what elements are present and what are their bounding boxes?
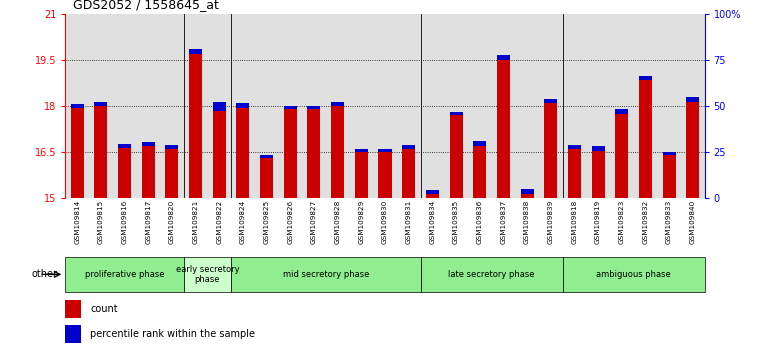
Bar	[521, 189, 534, 194]
Bar	[65, 300, 81, 318]
Bar	[521, 194, 534, 198]
Bar	[355, 152, 368, 198]
Bar	[71, 104, 84, 108]
Bar	[544, 98, 557, 103]
Bar	[563, 257, 705, 292]
Bar	[166, 145, 179, 149]
Bar	[95, 106, 108, 198]
Bar	[118, 148, 131, 198]
Text: proliferative phase: proliferative phase	[85, 270, 164, 279]
Bar	[639, 80, 652, 198]
Text: GDS2052 / 1558645_at: GDS2052 / 1558645_at	[73, 0, 219, 11]
Bar	[189, 50, 203, 54]
Bar	[474, 146, 486, 198]
Bar	[166, 149, 179, 198]
Bar	[142, 142, 155, 146]
Bar	[355, 149, 368, 152]
Bar	[686, 102, 699, 198]
Bar	[236, 108, 249, 198]
Bar	[615, 109, 628, 114]
Bar	[236, 103, 249, 108]
Bar	[260, 158, 273, 198]
Bar	[686, 97, 699, 102]
Bar	[95, 102, 108, 106]
Bar	[307, 109, 320, 198]
Bar	[591, 151, 604, 198]
Bar	[662, 152, 675, 155]
Bar	[544, 103, 557, 198]
Bar	[213, 111, 226, 198]
Bar	[497, 55, 510, 60]
Bar	[591, 146, 604, 151]
Bar	[65, 325, 81, 343]
Bar	[189, 54, 203, 198]
Text: count: count	[90, 304, 118, 314]
Bar	[426, 190, 439, 194]
Text: early secretory
phase: early secretory phase	[176, 265, 239, 284]
Bar	[402, 149, 415, 198]
Bar	[474, 142, 486, 146]
Bar	[71, 108, 84, 198]
Text: percentile rank within the sample: percentile rank within the sample	[90, 329, 256, 339]
Bar	[118, 144, 131, 148]
Bar	[284, 109, 296, 198]
Bar	[450, 115, 463, 198]
Text: mid secretory phase: mid secretory phase	[283, 270, 369, 279]
Bar	[450, 112, 463, 115]
Bar	[65, 257, 184, 292]
Text: ambiguous phase: ambiguous phase	[596, 270, 671, 279]
Bar	[567, 149, 581, 198]
Bar	[260, 155, 273, 158]
Bar	[379, 149, 391, 152]
Bar	[213, 102, 226, 111]
Bar	[284, 105, 296, 109]
Bar	[307, 105, 320, 109]
Bar	[231, 257, 420, 292]
Bar	[184, 257, 231, 292]
Bar	[331, 106, 344, 198]
Bar	[331, 102, 344, 106]
Bar	[615, 114, 628, 198]
Bar	[497, 60, 510, 198]
Bar	[420, 257, 563, 292]
Text: late secretory phase: late secretory phase	[448, 270, 535, 279]
Text: other: other	[32, 269, 58, 279]
Bar	[662, 155, 675, 198]
Bar	[567, 144, 581, 149]
Bar	[402, 145, 415, 149]
Bar	[142, 146, 155, 198]
Bar	[379, 152, 391, 198]
Bar	[426, 194, 439, 198]
Bar	[639, 75, 652, 80]
